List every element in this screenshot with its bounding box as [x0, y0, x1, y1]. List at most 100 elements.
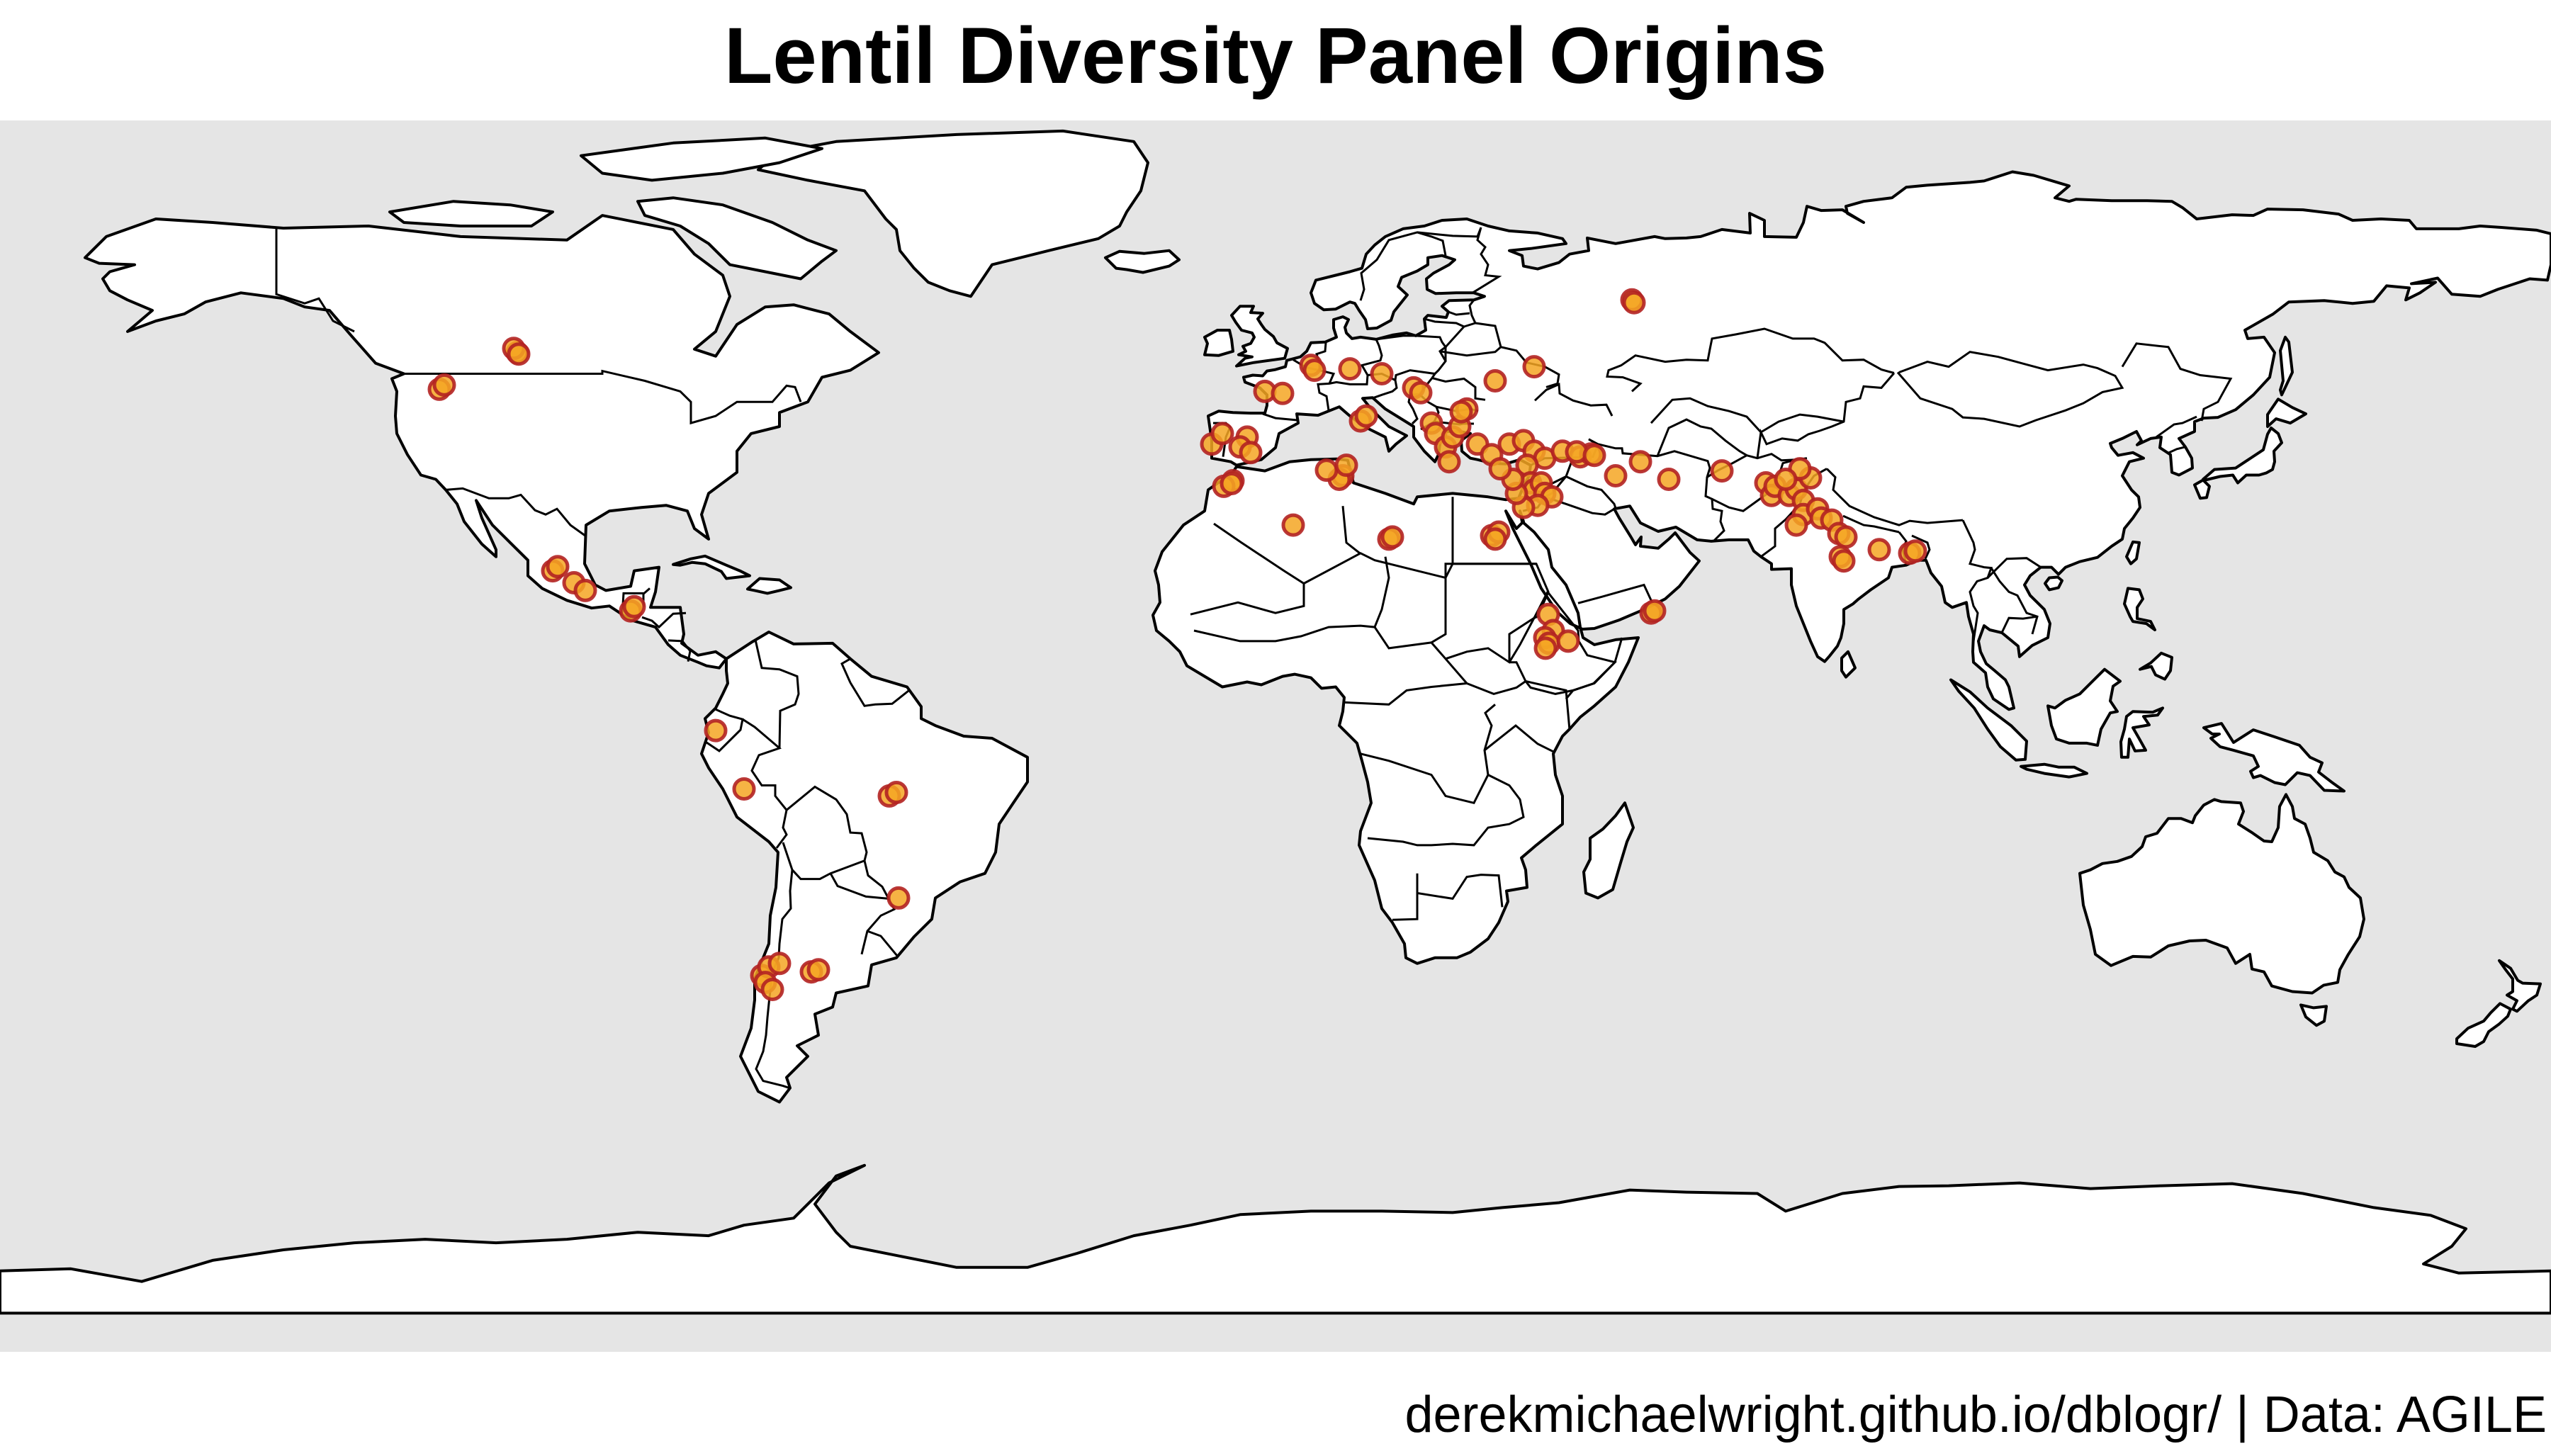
landmass-south-america	[700, 631, 1029, 1104]
border-sahel-1	[1193, 624, 1526, 695]
landmass-ireland	[1203, 329, 1234, 357]
border-south-america-2	[706, 708, 744, 752]
border-usa-mexico	[445, 487, 587, 538]
origin-point	[1370, 362, 1394, 385]
border-nepal-india	[1842, 514, 1900, 534]
origin-point	[1302, 359, 1327, 383]
border-europe-9	[1431, 377, 1486, 401]
origin-point	[886, 886, 911, 910]
border-east-africa-1	[1525, 680, 1571, 730]
origin-point	[1483, 527, 1507, 551]
origin-point	[546, 555, 570, 579]
origin-point	[622, 594, 646, 619]
border-east-africa-3	[1367, 774, 1525, 847]
border-south-america-4	[782, 785, 868, 881]
origin-point	[1533, 636, 1558, 660]
map-title: Lentil Diversity Panel Origins	[723, 11, 1828, 100]
origin-point	[1338, 357, 1362, 381]
landmass-java	[2020, 762, 2088, 779]
border-europe-15	[1475, 322, 1502, 348]
border-south-america-7	[867, 930, 899, 956]
border-scandinavia-2	[1417, 227, 1502, 294]
border-europe-7	[1371, 380, 1398, 400]
landmass-japan-kyushu	[2193, 478, 2211, 500]
border-central-africa-1	[1342, 682, 1468, 706]
landmass-hainan	[2044, 575, 2063, 592]
origin-point	[1628, 450, 1652, 474]
landmass-japan-honshu	[2202, 427, 2283, 485]
border-central-asia-1	[1650, 397, 1845, 434]
origin-point	[1832, 549, 1856, 573]
origin-point	[767, 952, 792, 976]
border-europe-13	[1439, 346, 1560, 388]
border-arabia-yemen	[1577, 583, 1653, 604]
border-somalia	[1565, 637, 1623, 700]
origin-point	[1834, 525, 1858, 549]
origin-point	[1483, 369, 1507, 393]
origin-point	[884, 781, 908, 804]
border-south-america-1	[754, 639, 800, 748]
origin-point	[1556, 629, 1580, 653]
origin-point	[1281, 513, 1305, 537]
border-central-america-3	[641, 611, 687, 629]
border-caucasus	[1533, 383, 1614, 417]
origin-point	[1522, 355, 1546, 379]
border-sahel-2	[1190, 583, 1305, 616]
landmass-great-britain	[1230, 305, 1289, 368]
border-sahara-2	[1341, 506, 1361, 554]
origin-point	[1314, 458, 1339, 482]
landmass-mindanao	[2139, 651, 2173, 681]
landmass-hispaniola	[746, 577, 792, 595]
origin-point	[1449, 400, 1473, 424]
origin-point	[432, 373, 456, 397]
border-bangladesh-east	[1911, 534, 1931, 560]
landmass-greenland	[757, 129, 1149, 298]
origin-point	[1488, 457, 1512, 481]
border-central-africa-2	[1360, 704, 1496, 805]
landmass-arctic-canada-1	[388, 200, 554, 227]
border-korea-dmz	[2168, 446, 2186, 454]
border-kazakh-russia	[1606, 327, 1895, 393]
origin-point	[1710, 459, 1734, 483]
border-central-america-1	[621, 587, 651, 616]
landmass-madagascar	[1582, 801, 1635, 900]
border-china-russia-east	[2121, 342, 2233, 422]
border-central-america-4	[668, 639, 692, 662]
origin-point	[1774, 468, 1798, 491]
landmass-australia	[2078, 793, 2365, 995]
landmass-tasmania	[2299, 1003, 2328, 1027]
border-south-america-9	[840, 658, 852, 684]
landmass-north-america	[84, 214, 880, 670]
origin-point	[1622, 290, 1646, 315]
landmass-taiwan	[2125, 540, 2141, 565]
border-china-mongolia	[1896, 351, 2124, 428]
border-south-america-10	[849, 682, 911, 707]
origin-point	[507, 342, 531, 366]
landmass-arctic-canada-2	[580, 136, 823, 182]
landmass-baffin	[636, 196, 838, 281]
border-china-korea	[2156, 415, 2197, 439]
landmass-japan-hokkaido	[2266, 397, 2307, 428]
origin-point	[806, 958, 830, 982]
border-europe-1	[1262, 412, 1299, 422]
landmass-sulawesi	[2119, 706, 2164, 759]
border-sahara-1	[1213, 522, 1536, 585]
border-myanmar	[1961, 519, 1993, 642]
border-south-america-8	[829, 872, 889, 900]
border-south-america-3	[742, 718, 788, 849]
world-map	[0, 120, 2551, 1352]
landmass-nz-south	[2455, 1002, 2512, 1048]
origin-point	[1380, 525, 1404, 549]
border-east-africa-2	[1484, 724, 1554, 753]
landmass-sakhalin	[2279, 335, 2294, 397]
border-central-asia-2	[1656, 418, 1747, 457]
border-alaska-canada	[275, 228, 355, 333]
origin-point	[1604, 464, 1628, 487]
origin-point	[1582, 444, 1606, 468]
border-central-asia-3	[1756, 372, 1896, 458]
origin-point	[732, 777, 756, 801]
origin-point	[1210, 422, 1234, 446]
source-caption: derekmichaelwright.github.io/dblogr/ | D…	[1404, 1387, 2547, 1443]
origin-point	[1643, 599, 1667, 623]
